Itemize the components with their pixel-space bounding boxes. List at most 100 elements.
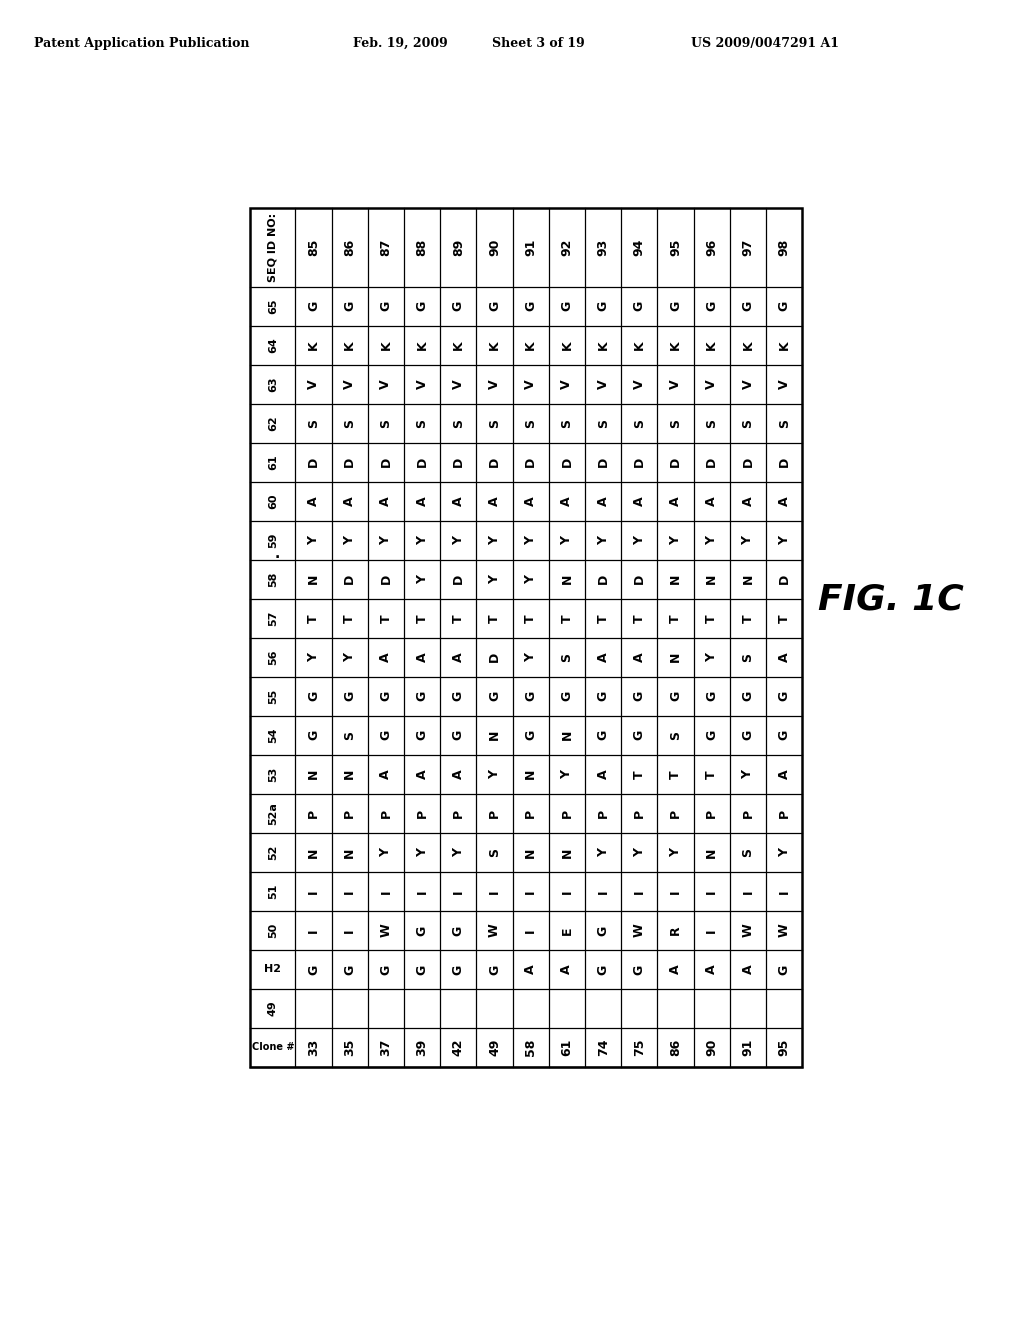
Text: Y: Y [416,536,429,545]
Text: N: N [524,847,538,858]
Text: G: G [706,692,718,701]
Text: T: T [669,770,682,779]
Text: S: S [560,418,573,428]
Text: S: S [633,418,646,428]
Text: D: D [343,457,356,467]
Text: A: A [452,770,465,779]
Text: G: G [416,965,429,974]
Text: Y: Y [669,847,682,857]
Text: 86: 86 [669,1039,682,1056]
Text: A: A [452,652,465,663]
Text: Y: Y [777,847,791,857]
Text: A: A [633,496,646,506]
Text: Patent Application Publication: Patent Application Publication [34,37,249,50]
Text: G: G [343,965,356,974]
Text: G: G [488,692,501,701]
Text: S: S [669,418,682,428]
Text: Y: Y [343,652,356,661]
Text: Y: Y [416,847,429,857]
Text: D: D [597,457,609,467]
Text: S: S [452,418,465,428]
Text: 50: 50 [268,923,278,939]
Text: FIG. 1C: FIG. 1C [818,582,964,616]
Text: P: P [777,809,791,818]
Text: G: G [452,730,465,741]
Text: Y: Y [452,847,465,857]
Text: 86: 86 [343,239,356,256]
Text: 87: 87 [380,239,392,256]
Text: W: W [633,924,646,937]
Text: G: G [597,692,609,701]
Text: N: N [307,770,321,780]
Text: 63: 63 [268,376,278,392]
Text: Y: Y [416,574,429,583]
Text: T: T [669,614,682,623]
Text: 85: 85 [307,239,321,256]
Text: 51: 51 [268,883,278,899]
Text: 90: 90 [706,1039,718,1056]
Text: Y: Y [343,536,356,545]
Text: K: K [633,341,646,350]
Text: G: G [560,692,573,701]
Text: G: G [488,965,501,974]
Text: 74: 74 [597,1039,609,1056]
Text: S: S [669,731,682,739]
Text: 49: 49 [268,1001,278,1016]
Text: V: V [343,379,356,389]
Text: G: G [416,730,429,741]
Text: N: N [706,574,718,585]
Text: A: A [524,496,538,506]
Text: S: S [488,418,501,428]
Text: Y: Y [380,536,392,545]
Text: T: T [343,614,356,623]
Text: G: G [777,692,791,701]
Text: S: S [706,418,718,428]
Text: T: T [380,614,392,623]
Text: G: G [343,301,356,312]
Text: 91: 91 [741,1039,755,1056]
Text: G: G [741,730,755,741]
Text: W: W [380,924,392,937]
Text: N: N [524,770,538,780]
Text: K: K [597,341,609,350]
Text: A: A [777,770,791,779]
Text: V: V [380,379,392,389]
Text: K: K [488,341,501,350]
Text: T: T [416,614,429,623]
Text: A: A [488,496,501,506]
Text: T: T [307,614,321,623]
Text: W: W [488,924,501,937]
Text: G: G [416,301,429,312]
Text: G: G [452,925,465,936]
Text: S: S [777,418,791,428]
Text: D: D [777,457,791,467]
Text: D: D [307,457,321,467]
Text: Y: Y [488,770,501,779]
Text: I: I [380,890,392,894]
Text: 57: 57 [268,611,278,626]
Text: 89: 89 [452,239,465,256]
Text: G: G [706,301,718,312]
Text: P: P [669,809,682,818]
Text: A: A [597,496,609,506]
Text: G: G [777,730,791,741]
Text: A: A [380,770,392,779]
Text: A: A [416,652,429,663]
Text: Y: Y [488,536,501,545]
Text: 93: 93 [597,239,609,256]
Text: 98: 98 [777,239,791,256]
Text: I: I [524,928,538,933]
Text: 59: 59 [268,532,278,548]
Text: V: V [706,379,718,389]
Text: 58: 58 [268,572,278,587]
Text: N: N [669,574,682,585]
Text: P: P [560,809,573,818]
Text: 95: 95 [669,239,682,256]
Text: P: P [706,809,718,818]
Text: G: G [416,925,429,936]
Text: G: G [380,730,392,741]
Text: 54: 54 [268,727,278,743]
Text: S: S [307,418,321,428]
Text: 49: 49 [488,1039,501,1056]
Text: A: A [343,496,356,506]
